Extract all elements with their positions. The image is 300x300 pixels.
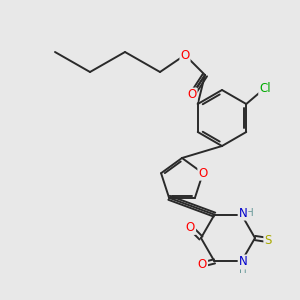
Text: O: O [180, 49, 190, 62]
Text: O: O [198, 167, 208, 180]
Text: H: H [246, 208, 254, 218]
Text: H: H [239, 265, 247, 275]
Text: S: S [264, 233, 272, 247]
Text: O: O [188, 88, 196, 101]
Text: O: O [186, 221, 195, 234]
Text: Cl: Cl [259, 82, 271, 94]
Text: O: O [198, 258, 207, 271]
Text: N: N [238, 207, 247, 220]
Text: N: N [238, 256, 247, 268]
